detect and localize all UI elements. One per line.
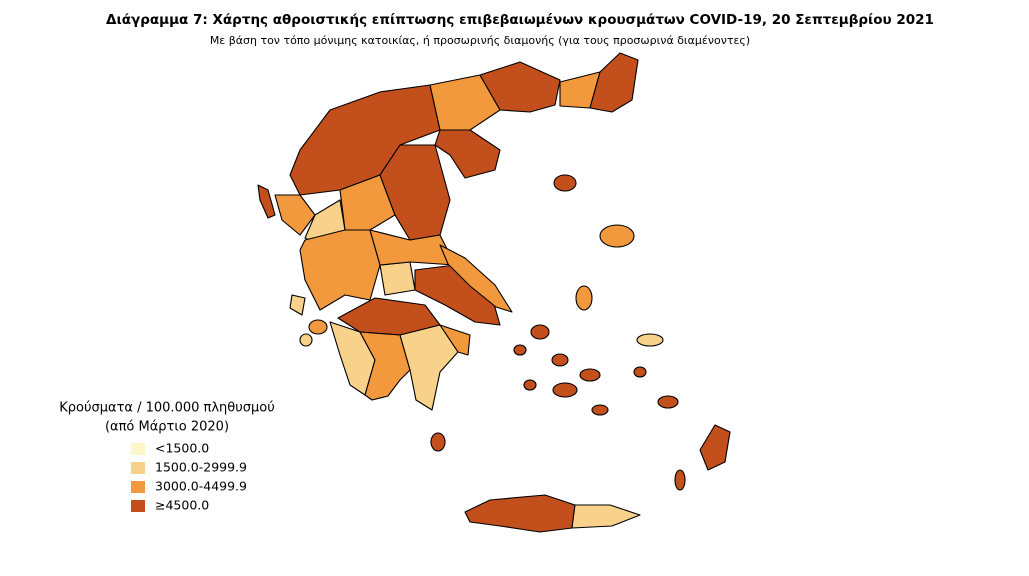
region [553, 174, 577, 192]
region [571, 504, 641, 529]
legend-swatch [131, 462, 145, 474]
region [299, 333, 313, 347]
region [599, 224, 635, 248]
region [530, 324, 550, 340]
region [379, 261, 416, 296]
region [299, 229, 381, 311]
region [699, 424, 731, 471]
region [589, 52, 639, 113]
region [657, 395, 679, 409]
legend-swatch [131, 443, 145, 455]
region [591, 404, 609, 416]
region [579, 368, 601, 382]
region [513, 344, 527, 356]
legend-label: 1500.0-2999.9 [155, 460, 247, 475]
region [257, 184, 276, 219]
region [575, 285, 593, 311]
region [429, 74, 501, 131]
legend-title: (από Μάρτιο 2020) [105, 420, 229, 435]
region [434, 129, 501, 179]
region [430, 432, 446, 452]
region [523, 379, 537, 391]
region [551, 353, 569, 367]
legend: Κρούσματα / 100.000 πληθυσμού (από Μάρτι… [59, 401, 274, 513]
region [636, 333, 664, 347]
legend-label: 3000.0-4499.9 [155, 479, 247, 494]
region [633, 366, 647, 378]
region [274, 194, 316, 236]
title: Διάγραμμα 7: Χάρτης αθροιστικής επίπτωση… [106, 12, 934, 28]
region [464, 494, 576, 533]
legend-label: <1500.0 [155, 441, 209, 456]
region [479, 61, 561, 113]
legend-title: Κρούσματα / 100.000 πληθυσμού [59, 401, 274, 416]
legend-swatch [131, 500, 145, 512]
region [289, 294, 306, 316]
region [379, 144, 451, 241]
region [439, 244, 513, 313]
region [552, 382, 578, 398]
subtitle: Με βάση τον τόπο μόνιμης κατοικίας, ή πρ… [210, 34, 750, 47]
region [339, 174, 396, 231]
legend-label: ≥4500.0 [155, 498, 209, 513]
region [674, 469, 686, 491]
map [257, 52, 731, 533]
region [439, 324, 471, 356]
legend-swatch [131, 481, 145, 493]
region [308, 319, 328, 335]
